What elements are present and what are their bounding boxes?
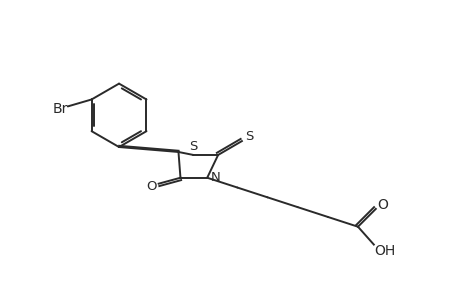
Text: O: O bbox=[146, 180, 157, 193]
Text: S: S bbox=[244, 130, 252, 142]
Text: N: N bbox=[210, 171, 219, 184]
Text: Br: Br bbox=[52, 102, 67, 116]
Text: O: O bbox=[376, 198, 387, 212]
Text: OH: OH bbox=[373, 244, 394, 259]
Text: S: S bbox=[189, 140, 197, 152]
